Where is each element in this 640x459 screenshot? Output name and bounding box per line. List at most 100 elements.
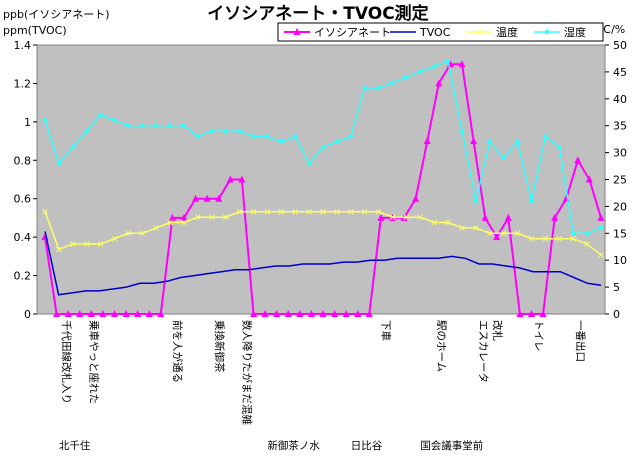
- series-point-stroke: [97, 241, 104, 247]
- series-point: [584, 231, 590, 236]
- right-tick-label: 5: [613, 281, 620, 294]
- series-point: [551, 213, 559, 221]
- series-point-stroke: [306, 208, 312, 215]
- series-point: [348, 134, 353, 139]
- left-tick-label: 1.4: [14, 39, 32, 52]
- series-point: [432, 64, 437, 69]
- series-point-stroke: [222, 214, 229, 221]
- series-point: [459, 225, 465, 231]
- series-point-stroke: [347, 208, 354, 215]
- series-point: [570, 235, 577, 242]
- series-point-stroke: [445, 219, 451, 226]
- series-point-stroke: [528, 235, 535, 242]
- series-point: [389, 214, 396, 221]
- series-point: [493, 233, 501, 241]
- series-point-stroke: [83, 241, 90, 247]
- series-point: [84, 128, 89, 134]
- right-tick-label: 30: [613, 147, 627, 160]
- series-point: [69, 241, 76, 247]
- series-point: [70, 145, 76, 150]
- series-point: [528, 235, 535, 242]
- series-point: [238, 175, 246, 183]
- series-point: [278, 208, 285, 215]
- series-point: [139, 230, 146, 237]
- series-point: [250, 310, 257, 317]
- series-point-stroke: [181, 219, 187, 226]
- series-point: [514, 230, 521, 237]
- category-label: 前を人が通る: [171, 320, 184, 383]
- series-point: [168, 213, 176, 221]
- series-point-stroke: [320, 208, 326, 215]
- series-point: [500, 230, 507, 237]
- right-tick-label: 10: [613, 254, 627, 267]
- series-point: [354, 310, 362, 317]
- station-label: 北千住: [59, 439, 91, 452]
- series-point: [320, 145, 326, 150]
- right-tick-label: 50: [613, 39, 627, 52]
- series-point-stroke: [264, 208, 271, 215]
- series-point-stroke: [598, 251, 604, 258]
- legend-label: 温度: [496, 25, 518, 39]
- series-point-stroke: [361, 208, 368, 215]
- series-point: [42, 208, 48, 215]
- series-point: [556, 235, 563, 242]
- station-label: 新御茶ノ水: [267, 439, 320, 452]
- station-labels: 北千住 新御茶ノ水 日比谷 国会議事堂前: [59, 439, 483, 452]
- series-point-stroke: [69, 241, 76, 247]
- category-label: 駅のホーム: [435, 320, 447, 372]
- series-point: [251, 134, 256, 139]
- series-point: [208, 214, 215, 221]
- series-point: [347, 208, 354, 215]
- left-tick-label: 1: [24, 116, 31, 129]
- right-tick-label: 45: [613, 66, 627, 79]
- category-label: 千代田線改札入り: [60, 320, 73, 404]
- series-point: [87, 310, 95, 317]
- series-point: [539, 310, 547, 317]
- series-point: [481, 213, 489, 221]
- series-point: [122, 310, 130, 317]
- series-point-stroke: [250, 208, 257, 215]
- series-line: [44, 231, 602, 296]
- series-point: [284, 310, 292, 317]
- series-point-stroke: [389, 214, 396, 221]
- series-point: [362, 85, 367, 91]
- series-point: [126, 123, 131, 128]
- series-point: [375, 208, 382, 215]
- series-point-stroke: [334, 208, 340, 215]
- series-point: [376, 85, 381, 91]
- series-point: [279, 139, 284, 145]
- series-point-stroke: [153, 225, 160, 231]
- series-point: [473, 225, 479, 231]
- series-point: [486, 230, 493, 237]
- left-tick-label: 0.8: [14, 154, 32, 167]
- series-point: [83, 241, 90, 247]
- series-point-stroke: [584, 241, 590, 247]
- category-label: 下車: [380, 320, 393, 341]
- left-tick-label: 1.2: [14, 77, 32, 90]
- series-point: [237, 128, 242, 134]
- series-point: [64, 310, 72, 317]
- left-tick-label: 0: [24, 308, 31, 321]
- left-tick-label: 0.4: [14, 231, 32, 244]
- right-tick-label: 0: [613, 308, 620, 321]
- series-point-stroke: [459, 225, 465, 231]
- series-point: [250, 208, 257, 215]
- series-point-stroke: [570, 235, 577, 242]
- legend-box: [277, 22, 604, 42]
- series-point-stroke: [292, 208, 299, 215]
- series-point: [331, 310, 339, 317]
- series-point: [598, 225, 604, 231]
- series-point: [292, 208, 299, 215]
- left-axis: 0 0.2 0.4 0.6 0.8 1 1.2 1.4: [14, 39, 37, 321]
- plot-area: [36, 44, 606, 315]
- series-point: [195, 134, 201, 139]
- legend-label: 湿度: [564, 25, 586, 39]
- series-point: [412, 194, 420, 202]
- series-point: [203, 194, 211, 202]
- series-point: [515, 139, 520, 145]
- series-point: [377, 213, 385, 221]
- series-point: [209, 128, 214, 134]
- series-point: [293, 134, 298, 139]
